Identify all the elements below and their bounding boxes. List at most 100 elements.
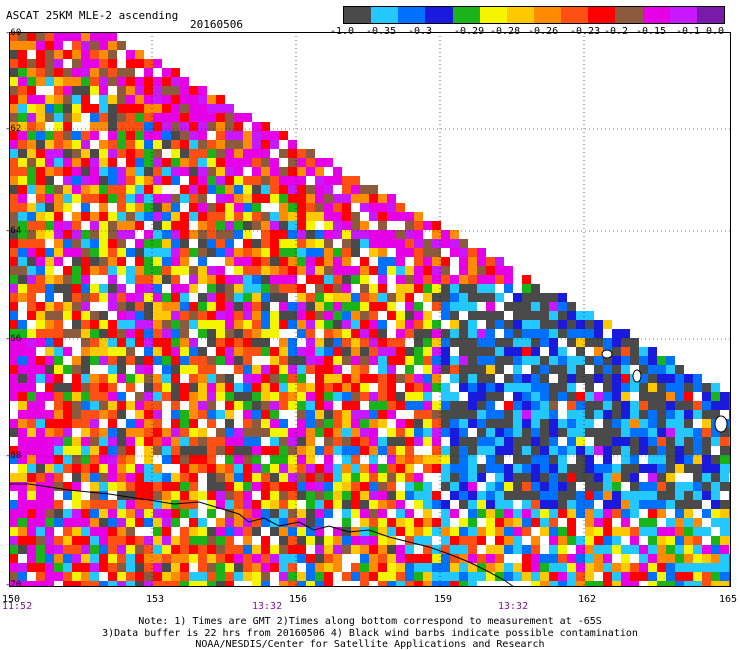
data-cell xyxy=(360,284,369,293)
data-cell xyxy=(252,257,261,266)
data-cell xyxy=(459,257,468,266)
data-cell xyxy=(279,275,288,284)
data-cell xyxy=(360,491,369,500)
data-cell xyxy=(18,473,27,482)
data-cell xyxy=(531,473,540,482)
data-cell xyxy=(36,185,45,194)
data-cell xyxy=(81,329,90,338)
data-cell xyxy=(198,563,207,572)
data-cell xyxy=(90,320,99,329)
data-cell xyxy=(666,419,675,428)
data-cell xyxy=(576,455,585,464)
data-cell xyxy=(90,194,99,203)
data-cell xyxy=(279,455,288,464)
data-cell xyxy=(423,392,432,401)
data-cell xyxy=(144,86,153,95)
data-cell xyxy=(459,329,468,338)
data-cell xyxy=(603,383,612,392)
data-cell xyxy=(459,419,468,428)
data-cell xyxy=(180,437,189,446)
data-cell xyxy=(216,374,225,383)
data-cell xyxy=(126,545,135,554)
data-cell xyxy=(72,365,81,374)
data-cell xyxy=(315,212,324,221)
data-cell xyxy=(243,140,252,149)
data-cell xyxy=(306,266,315,275)
data-cell xyxy=(468,572,477,581)
data-cell xyxy=(108,158,117,167)
data-cell xyxy=(657,383,666,392)
data-cell xyxy=(72,104,81,113)
data-cell xyxy=(117,302,126,311)
data-cell xyxy=(225,473,234,482)
data-cell xyxy=(702,428,711,437)
data-cell xyxy=(225,509,234,518)
data-cell xyxy=(549,410,558,419)
data-cell xyxy=(549,572,558,581)
data-cell xyxy=(162,275,171,284)
data-cell xyxy=(423,374,432,383)
data-cell xyxy=(558,419,567,428)
data-cell xyxy=(81,419,90,428)
data-cell xyxy=(522,320,531,329)
data-cell xyxy=(639,572,648,581)
data-cell xyxy=(36,149,45,158)
data-cell xyxy=(135,338,144,347)
data-cell xyxy=(270,482,279,491)
data-cell xyxy=(594,347,603,356)
data-cell xyxy=(441,356,450,365)
data-cell xyxy=(90,581,99,587)
data-cell xyxy=(9,203,18,212)
data-cell xyxy=(27,518,36,527)
data-cell xyxy=(333,302,342,311)
data-cell xyxy=(342,329,351,338)
data-cell xyxy=(540,320,549,329)
data-cell xyxy=(171,266,180,275)
data-cell xyxy=(297,401,306,410)
data-cell xyxy=(90,59,99,68)
data-cell xyxy=(63,554,72,563)
data-cell xyxy=(540,311,549,320)
data-cell xyxy=(81,176,90,185)
data-cell xyxy=(252,581,261,587)
data-cell xyxy=(369,194,378,203)
data-cell xyxy=(432,563,441,572)
data-cell xyxy=(198,95,207,104)
data-cell xyxy=(630,383,639,392)
data-cell xyxy=(18,455,27,464)
data-cell xyxy=(180,266,189,275)
data-cell xyxy=(225,347,234,356)
data-cell xyxy=(333,482,342,491)
data-cell xyxy=(585,410,594,419)
data-cell xyxy=(108,320,117,329)
data-cell xyxy=(180,329,189,338)
data-cell xyxy=(297,347,306,356)
data-cell xyxy=(36,221,45,230)
data-cell xyxy=(585,464,594,473)
data-cell xyxy=(657,482,666,491)
data-cell xyxy=(360,257,369,266)
data-cell xyxy=(261,131,270,140)
data-cell xyxy=(72,572,81,581)
data-cell xyxy=(99,185,108,194)
data-cell xyxy=(162,230,171,239)
data-cell xyxy=(63,293,72,302)
data-cell xyxy=(414,392,423,401)
data-cell xyxy=(270,491,279,500)
data-cell xyxy=(540,446,549,455)
data-cell xyxy=(36,419,45,428)
data-cell xyxy=(117,311,126,320)
data-cell xyxy=(9,419,18,428)
data-cell xyxy=(99,311,108,320)
data-cell xyxy=(108,401,117,410)
data-cell xyxy=(18,347,27,356)
data-cell xyxy=(207,572,216,581)
data-cell xyxy=(36,68,45,77)
data-cell xyxy=(324,311,333,320)
data-cell xyxy=(342,320,351,329)
data-cell xyxy=(81,563,90,572)
data-cell xyxy=(684,563,693,572)
colorbar-label: -0.35 xyxy=(366,26,397,37)
data-cell xyxy=(486,311,495,320)
data-cell xyxy=(171,212,180,221)
